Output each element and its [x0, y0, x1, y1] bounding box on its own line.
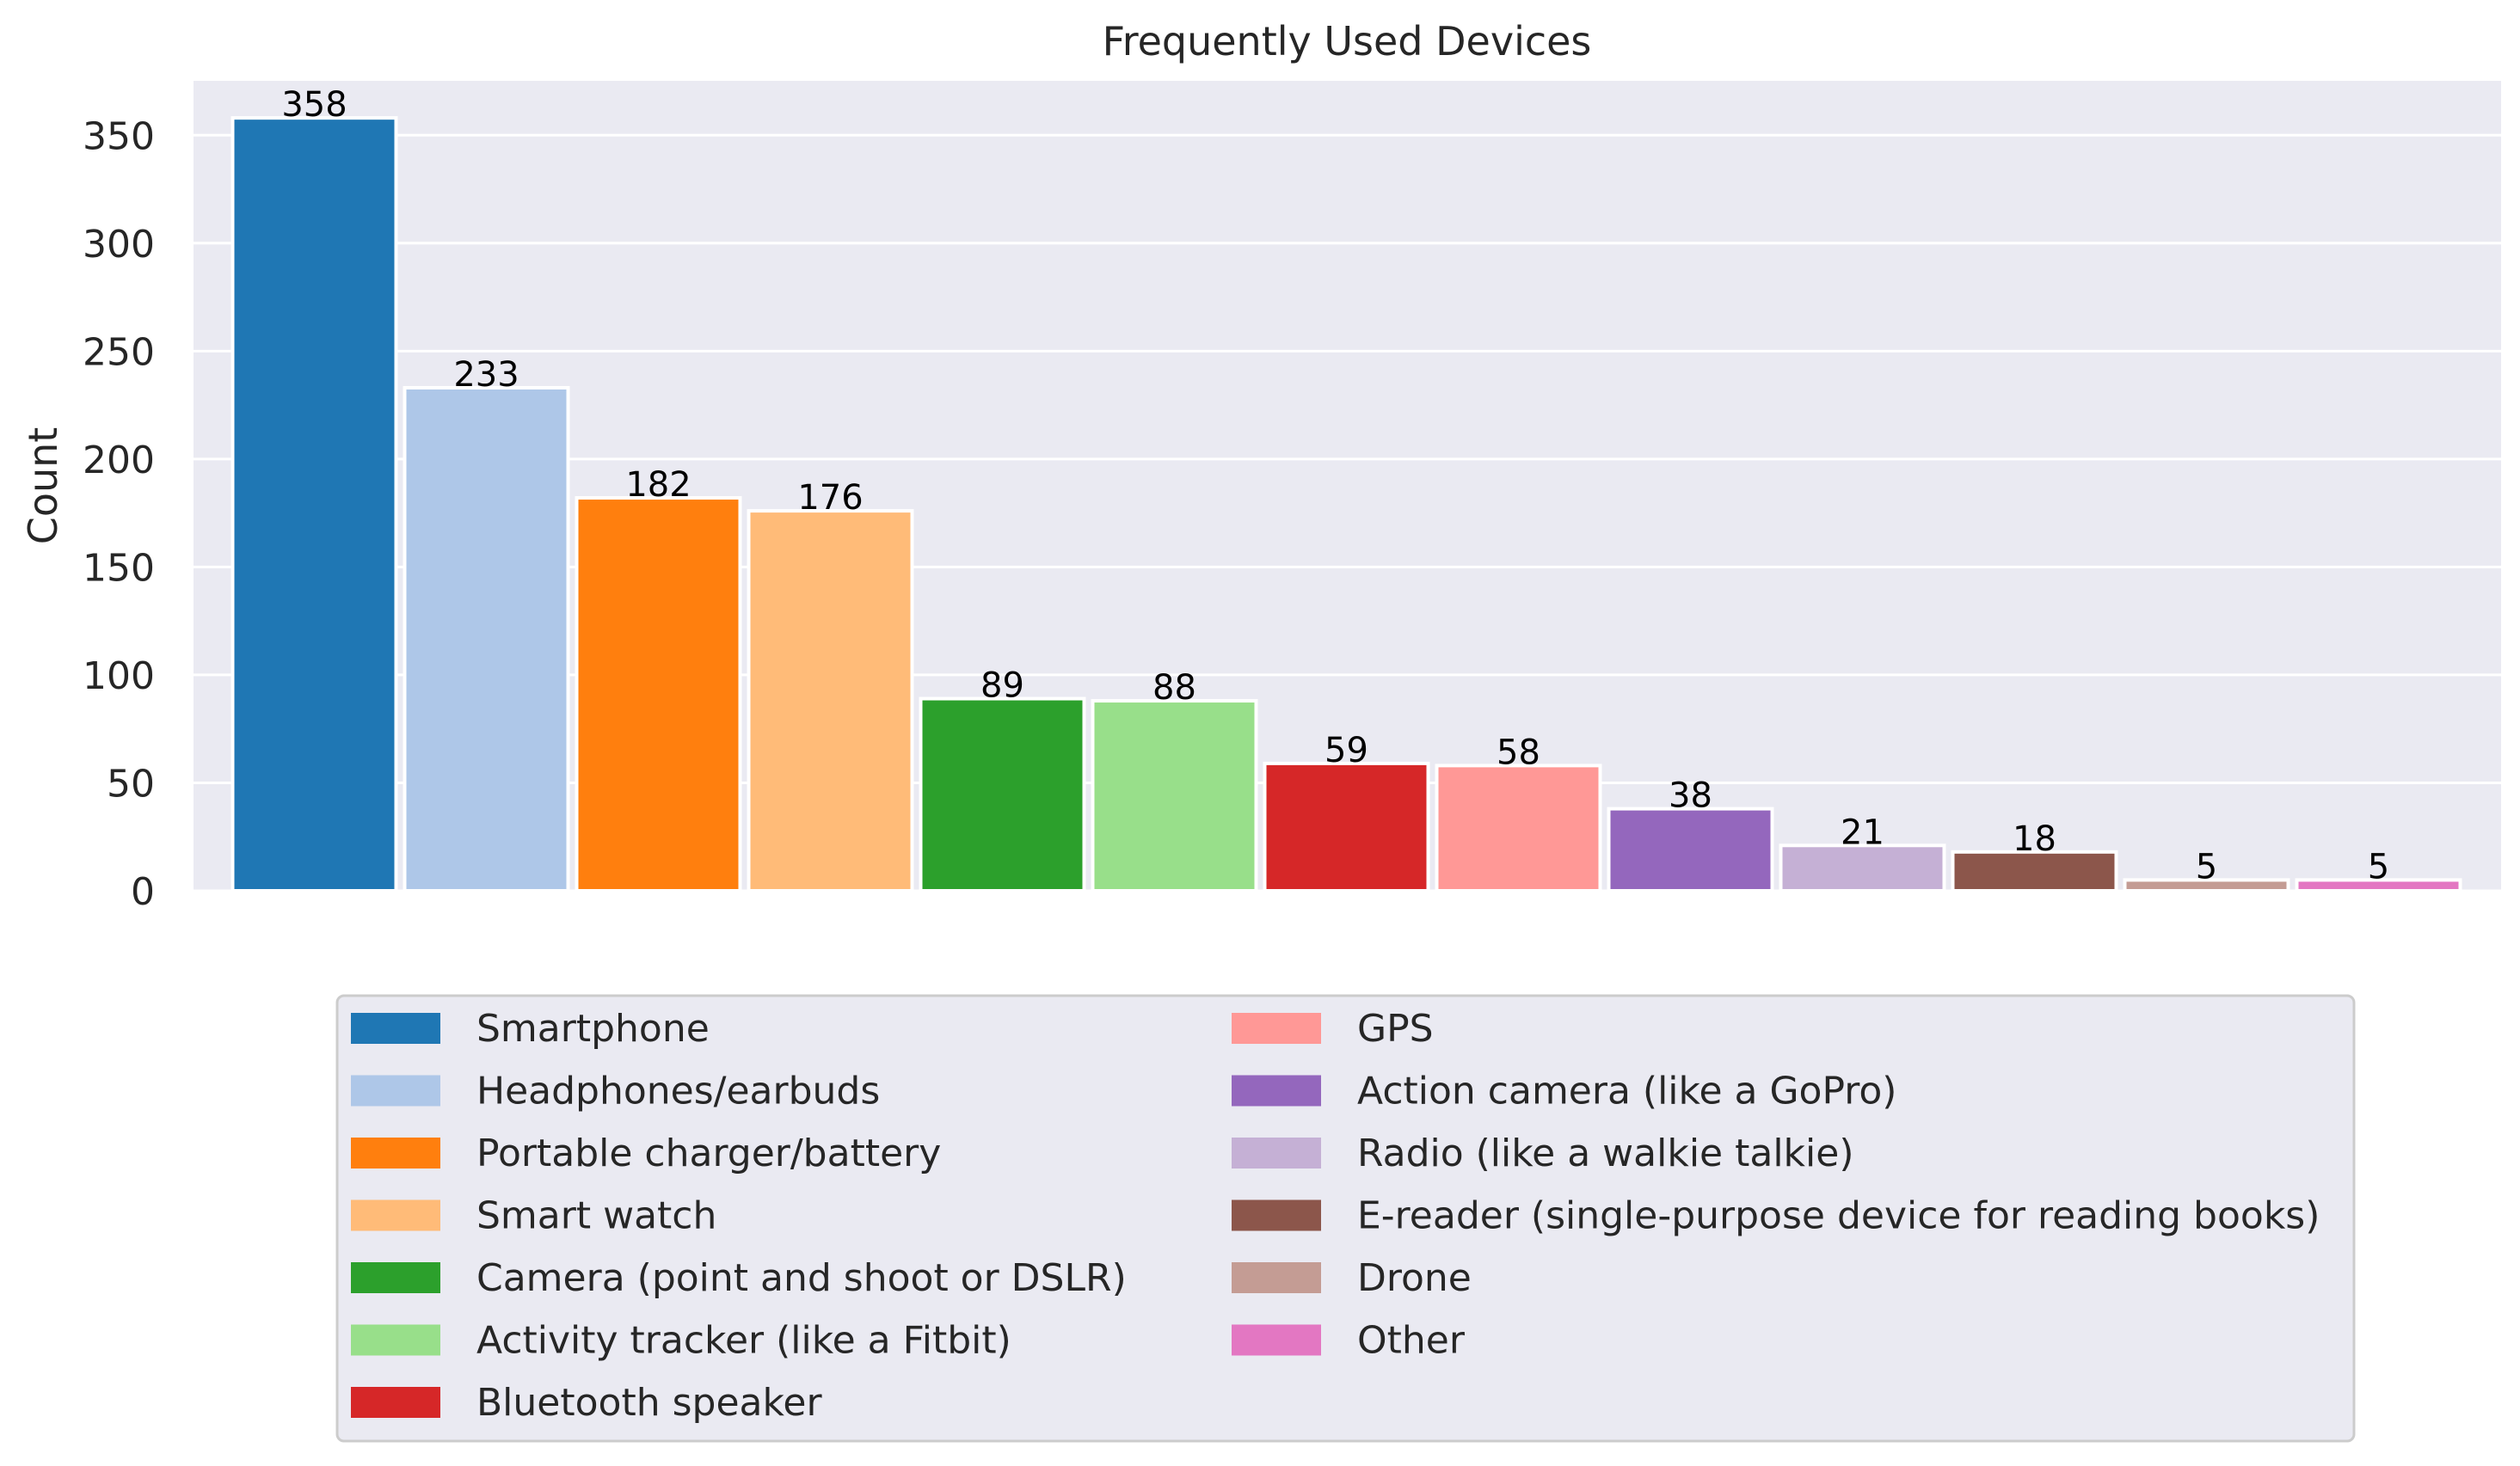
legend-entry: Activity tracker (like a Fitbit) [476, 1319, 1011, 1363]
legend-swatch [351, 1138, 440, 1169]
bar-1 [230, 116, 398, 893]
legend-box [335, 994, 2356, 1443]
legend-entry: Other [1357, 1319, 1466, 1363]
legend-entry: GPS [1357, 1007, 1434, 1051]
legend-swatch [1232, 1262, 1321, 1293]
data-label: 233 [453, 355, 519, 395]
bar-12 [2123, 878, 2290, 892]
y-axis-label: Count [20, 427, 66, 545]
y-tick-label: 250 [83, 330, 155, 374]
legend-swatch [351, 1324, 440, 1356]
legend-entry: Smartphone [476, 1007, 710, 1051]
bar-9 [1607, 807, 1774, 892]
data-label: 21 [1841, 813, 1884, 852]
bar-10 [1779, 843, 1946, 893]
legend-swatch [351, 1013, 440, 1044]
legend-swatch [1232, 1013, 1321, 1044]
bar-11 [1951, 850, 2118, 892]
data-labels: 358 233 182 176 89 88 59 58 38 21 18 5 5 [281, 85, 2389, 886]
data-label: 358 [281, 85, 347, 125]
bar-13 [2295, 878, 2462, 892]
data-label: 38 [1669, 776, 1712, 816]
y-tick-label: 300 [83, 223, 155, 267]
bar-2 [403, 386, 570, 892]
legend-swatch [351, 1387, 440, 1418]
data-label: 88 [1152, 668, 1196, 708]
y-tick-label: 0 [131, 870, 155, 914]
legend: Smartphone Headphones/earbuds Portable cha… [351, 1007, 2320, 1425]
legend-entry: E-reader (single-purpose device for read… [1357, 1194, 2320, 1238]
data-label: 59 [1325, 731, 1368, 770]
legend-swatch [351, 1262, 440, 1293]
legend-entry: Headphones/earbuds [476, 1070, 880, 1113]
data-label: 18 [2013, 819, 2056, 859]
legend-entry: Radio (like a walkie talkie) [1357, 1132, 1853, 1175]
legend-swatch [1232, 1324, 1321, 1356]
chart-title: Frequently Used Devices [1103, 18, 1592, 64]
data-label: 176 [797, 478, 863, 518]
y-tick-label: 200 [83, 439, 155, 482]
data-label: 89 [980, 666, 1024, 706]
data-label: 5 [2368, 847, 2389, 886]
legend-entry: Drone [1357, 1256, 1472, 1300]
bar-5 [919, 696, 1086, 893]
legend-entry: Action camera (like a GoPro) [1357, 1070, 1896, 1113]
legend-entry: Smart watch [476, 1194, 716, 1238]
data-label: 58 [1497, 733, 1540, 772]
y-tick-label: 100 [83, 654, 155, 698]
data-label: 182 [625, 465, 691, 505]
legend-entry: Bluetooth speaker [476, 1381, 822, 1425]
legend-entry: Portable charger/battery [476, 1132, 941, 1175]
legend-swatch [351, 1199, 440, 1231]
legend-swatch [1232, 1138, 1321, 1169]
y-tick-label: 150 [83, 546, 155, 590]
legend-swatch [1232, 1199, 1321, 1231]
y-tick-label: 50 [107, 762, 155, 806]
legend-swatch [351, 1075, 440, 1107]
bars [230, 116, 2462, 893]
bar-3 [575, 496, 742, 892]
bar-4 [747, 509, 914, 893]
data-label: 5 [2196, 847, 2217, 886]
bar-8 [1435, 764, 1602, 892]
bar-6 [1091, 699, 1258, 893]
y-tick-label: 350 [83, 114, 155, 158]
legend-swatch [1232, 1075, 1321, 1107]
legend-entry: Camera (point and shoot or DSLR) [476, 1256, 1127, 1300]
bar-7 [1263, 761, 1430, 893]
y-axis-ticks: 0 50 100 150 200 250 300 350 [83, 114, 155, 914]
